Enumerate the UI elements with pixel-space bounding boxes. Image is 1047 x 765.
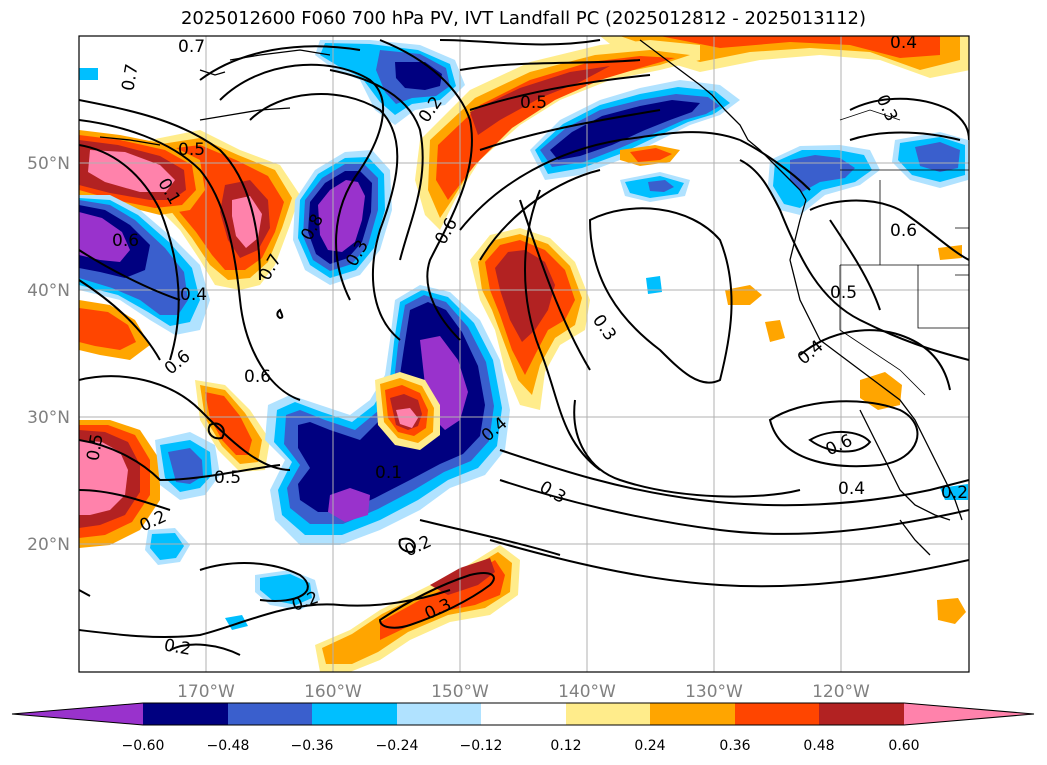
contour-label: 0.6 bbox=[112, 231, 139, 251]
colorbar-segment bbox=[397, 703, 481, 725]
contour-label: 0.5 bbox=[214, 468, 241, 488]
colorbar-extend-low bbox=[12, 703, 143, 725]
colorbar-segment bbox=[481, 703, 566, 725]
contour-label: 0.4 bbox=[838, 479, 865, 499]
lat-tick-labels: 50°N 40°N 30°N 20°N bbox=[27, 154, 70, 555]
lon-tick-labels: 170°W 160°W 150°W 140°W 130°W 120°W bbox=[177, 682, 870, 702]
contour-label: 0.7 bbox=[290, 20, 317, 40]
contour-label: 0.5 bbox=[520, 93, 547, 113]
colorbar-tick-label: 0.48 bbox=[803, 738, 834, 754]
colorbar-segment bbox=[819, 703, 904, 725]
contour-label: 0.2 bbox=[162, 635, 192, 659]
contour-label: 0.7 bbox=[118, 62, 142, 92]
colorbar-tick-labels: −0.60 −0.48 −0.36 −0.24 −0.12 0.12 0.24 … bbox=[122, 738, 920, 754]
colorbar-segment bbox=[143, 703, 228, 725]
lat-tick-label: 30°N bbox=[27, 408, 70, 428]
lon-tick-label: 120°W bbox=[812, 682, 870, 702]
contour-label: 0.2 bbox=[941, 483, 968, 503]
lon-tick-label: 160°W bbox=[304, 682, 362, 702]
colorbar-tick-label: −0.12 bbox=[460, 738, 503, 754]
colorbar-tick-label: 0.12 bbox=[550, 738, 581, 754]
colorbar-segment bbox=[735, 703, 819, 725]
ivt-shading bbox=[79, 36, 969, 672]
colorbar-tick-label: 0.60 bbox=[888, 738, 919, 754]
lon-tick-label: 140°W bbox=[558, 682, 616, 702]
colorbar-tick-label: −0.36 bbox=[291, 738, 334, 754]
lon-tick-label: 130°W bbox=[685, 682, 743, 702]
lat-tick-label: 20°N bbox=[27, 535, 70, 555]
pv-contours bbox=[79, 39, 969, 656]
contour-label: 0.6 bbox=[890, 221, 917, 241]
lon-tick-label: 150°W bbox=[431, 682, 489, 702]
contour-label: 0.5 bbox=[830, 283, 857, 303]
colorbar-tick-label: −0.24 bbox=[376, 738, 419, 754]
colorbar-segment bbox=[566, 703, 650, 725]
colorbar-outline bbox=[11, 702, 1035, 726]
colorbar-tick-label: 0.24 bbox=[634, 738, 665, 754]
lat-tick-label: 40°N bbox=[27, 281, 70, 301]
contour-label: 0.5 bbox=[178, 140, 205, 160]
colorbar-segment bbox=[312, 703, 397, 725]
lon-tick-label: 170°W bbox=[177, 682, 235, 702]
colorbar-tick-label: −0.48 bbox=[207, 738, 250, 754]
contour-label: 0.1 bbox=[375, 463, 402, 483]
colorbar-tick-label: 0.36 bbox=[719, 738, 750, 754]
state-borders bbox=[839, 109, 969, 396]
colorbar-tick-label: −0.60 bbox=[122, 738, 165, 754]
contour-label: 0.4 bbox=[180, 285, 207, 305]
contour-label: 0.6 bbox=[244, 367, 271, 387]
map-frame bbox=[78, 35, 970, 673]
contour-label: 0.7 bbox=[178, 37, 205, 57]
colorbar-segment bbox=[650, 703, 735, 725]
colorbar-segment bbox=[228, 703, 312, 725]
colorbar-extend-high bbox=[904, 703, 1034, 725]
contour-label: 0.4 bbox=[890, 33, 917, 53]
coastlines bbox=[99, 39, 963, 556]
lat-tick-label: 50°N bbox=[27, 154, 70, 174]
colorbar: −0.60 −0.48 −0.36 −0.24 −0.12 0.12 0.24 … bbox=[11, 702, 1035, 754]
contour-label: 0.5 bbox=[83, 432, 107, 462]
map-content: 0.7 0.7 0.5 0.7 0.4 0.6 0.7 0.8 0.6 0.2 … bbox=[79, 20, 969, 672]
map-title: 2025012600 F060 700 hPa PV, IVT Landfall… bbox=[180, 8, 867, 29]
